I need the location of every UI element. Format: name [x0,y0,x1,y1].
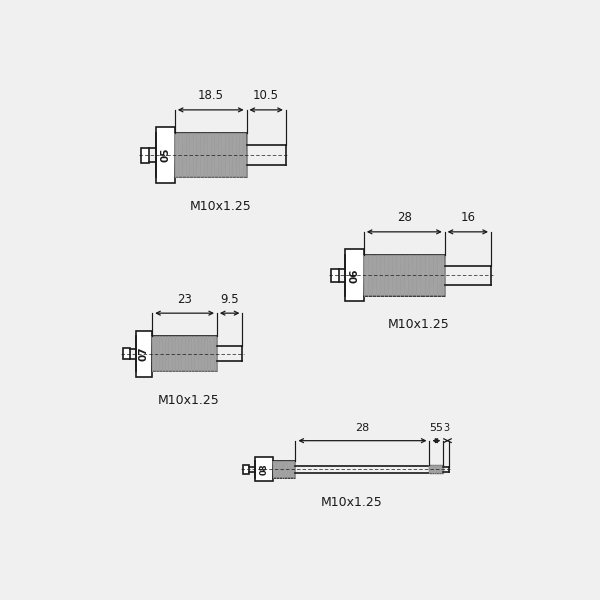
Text: 08: 08 [260,464,269,475]
Bar [255,457,274,481]
Bar [331,269,339,282]
Bar [175,133,247,178]
Text: 06: 06 [350,268,359,283]
Text: 55: 55 [430,423,443,433]
Text: 10.5: 10.5 [253,89,279,103]
Bar [141,148,149,163]
Bar [430,465,443,473]
Text: 07: 07 [139,347,149,361]
Bar [123,348,130,359]
Text: 28: 28 [397,211,412,224]
Bar [152,336,217,371]
Bar [157,127,175,183]
Text: 16: 16 [460,211,475,224]
Text: M10x1.25: M10x1.25 [190,200,252,212]
Text: 18.5: 18.5 [198,89,224,103]
Bar [136,331,152,377]
Bar [274,461,295,478]
Text: M10x1.25: M10x1.25 [321,496,383,509]
Bar [243,464,249,474]
Bar [364,255,445,296]
Text: 23: 23 [177,293,192,306]
Text: 28: 28 [355,423,370,433]
Text: M10x1.25: M10x1.25 [387,318,449,331]
Text: M10x1.25: M10x1.25 [158,394,220,407]
Text: 3: 3 [443,423,449,433]
Bar [346,250,364,301]
Text: 9.5: 9.5 [220,293,239,306]
Text: 05: 05 [161,148,170,163]
